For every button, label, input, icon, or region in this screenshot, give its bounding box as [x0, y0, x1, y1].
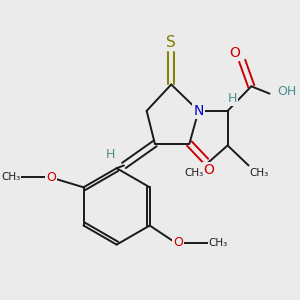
Text: S: S [167, 35, 176, 50]
Text: CH₃: CH₃ [1, 172, 20, 182]
Text: O: O [173, 236, 183, 249]
Text: OH: OH [277, 85, 296, 98]
Text: CH₃: CH₃ [184, 168, 204, 178]
Text: H: H [227, 92, 237, 105]
Text: N: N [193, 104, 204, 118]
Text: CH₃: CH₃ [208, 238, 228, 248]
Text: O: O [230, 46, 240, 60]
Text: CH₃: CH₃ [250, 168, 269, 178]
Text: O: O [203, 163, 214, 177]
Text: H: H [106, 148, 115, 161]
Text: O: O [46, 171, 56, 184]
